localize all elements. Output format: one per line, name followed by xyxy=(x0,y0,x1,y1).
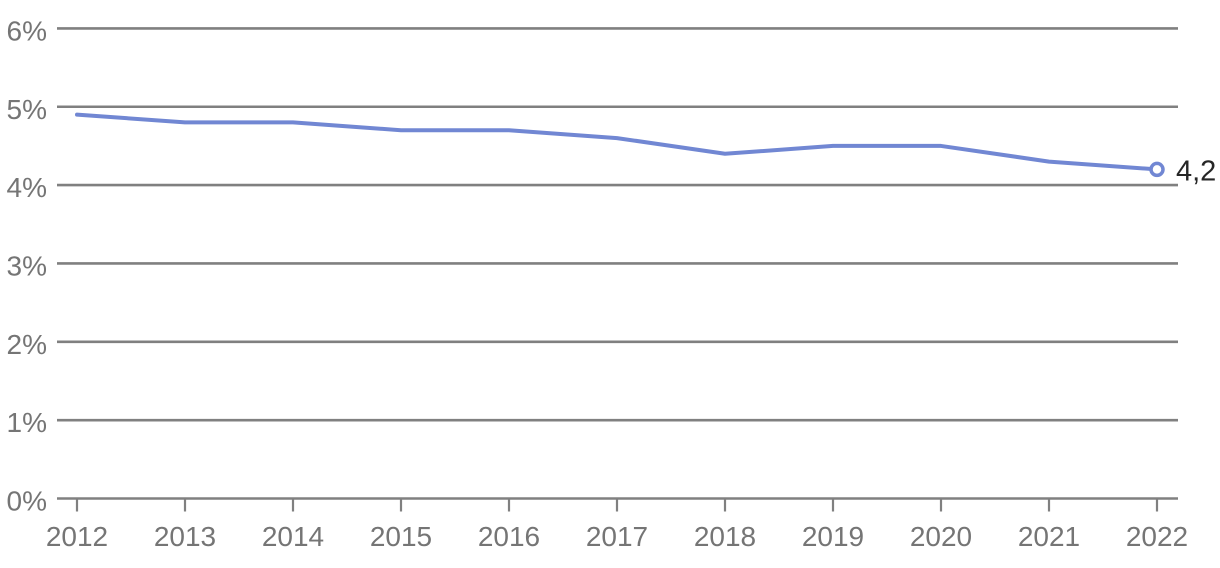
y-axis-tick-label: 1% xyxy=(7,407,47,438)
x-axis-tick-label: 2012 xyxy=(46,521,108,552)
y-axis-tick-label: 6% xyxy=(7,15,47,46)
data-series-line[interactable] xyxy=(75,112,1159,172)
x-axis-tick-label: 2022 xyxy=(1126,521,1188,552)
y-axis-tick-label: 4% xyxy=(7,172,47,203)
x-axis-tick-label: 2016 xyxy=(478,521,540,552)
end-point-marker[interactable] xyxy=(1149,161,1165,178)
x-axis-tick-label: 2013 xyxy=(154,521,216,552)
x-axis-tick-label: 2015 xyxy=(370,521,432,552)
x-axis-tick-label: 2019 xyxy=(802,521,864,552)
x-axis-tick-label: 2020 xyxy=(910,521,972,552)
x-axis-tick-label: 2021 xyxy=(1018,521,1080,552)
x-axis-tick-label: 2018 xyxy=(694,521,756,552)
x-axis-tick-label: 2017 xyxy=(586,521,648,552)
y-axis-tick-label: 2% xyxy=(7,329,47,360)
y-axis-tick-label: 3% xyxy=(7,250,47,281)
end-value-label: 4,2 xyxy=(1176,155,1216,187)
y-axis-tick-label: 5% xyxy=(7,94,47,125)
y-axis-tick-label: 0% xyxy=(7,486,47,517)
x-axis-tick-label: 2014 xyxy=(262,521,324,552)
